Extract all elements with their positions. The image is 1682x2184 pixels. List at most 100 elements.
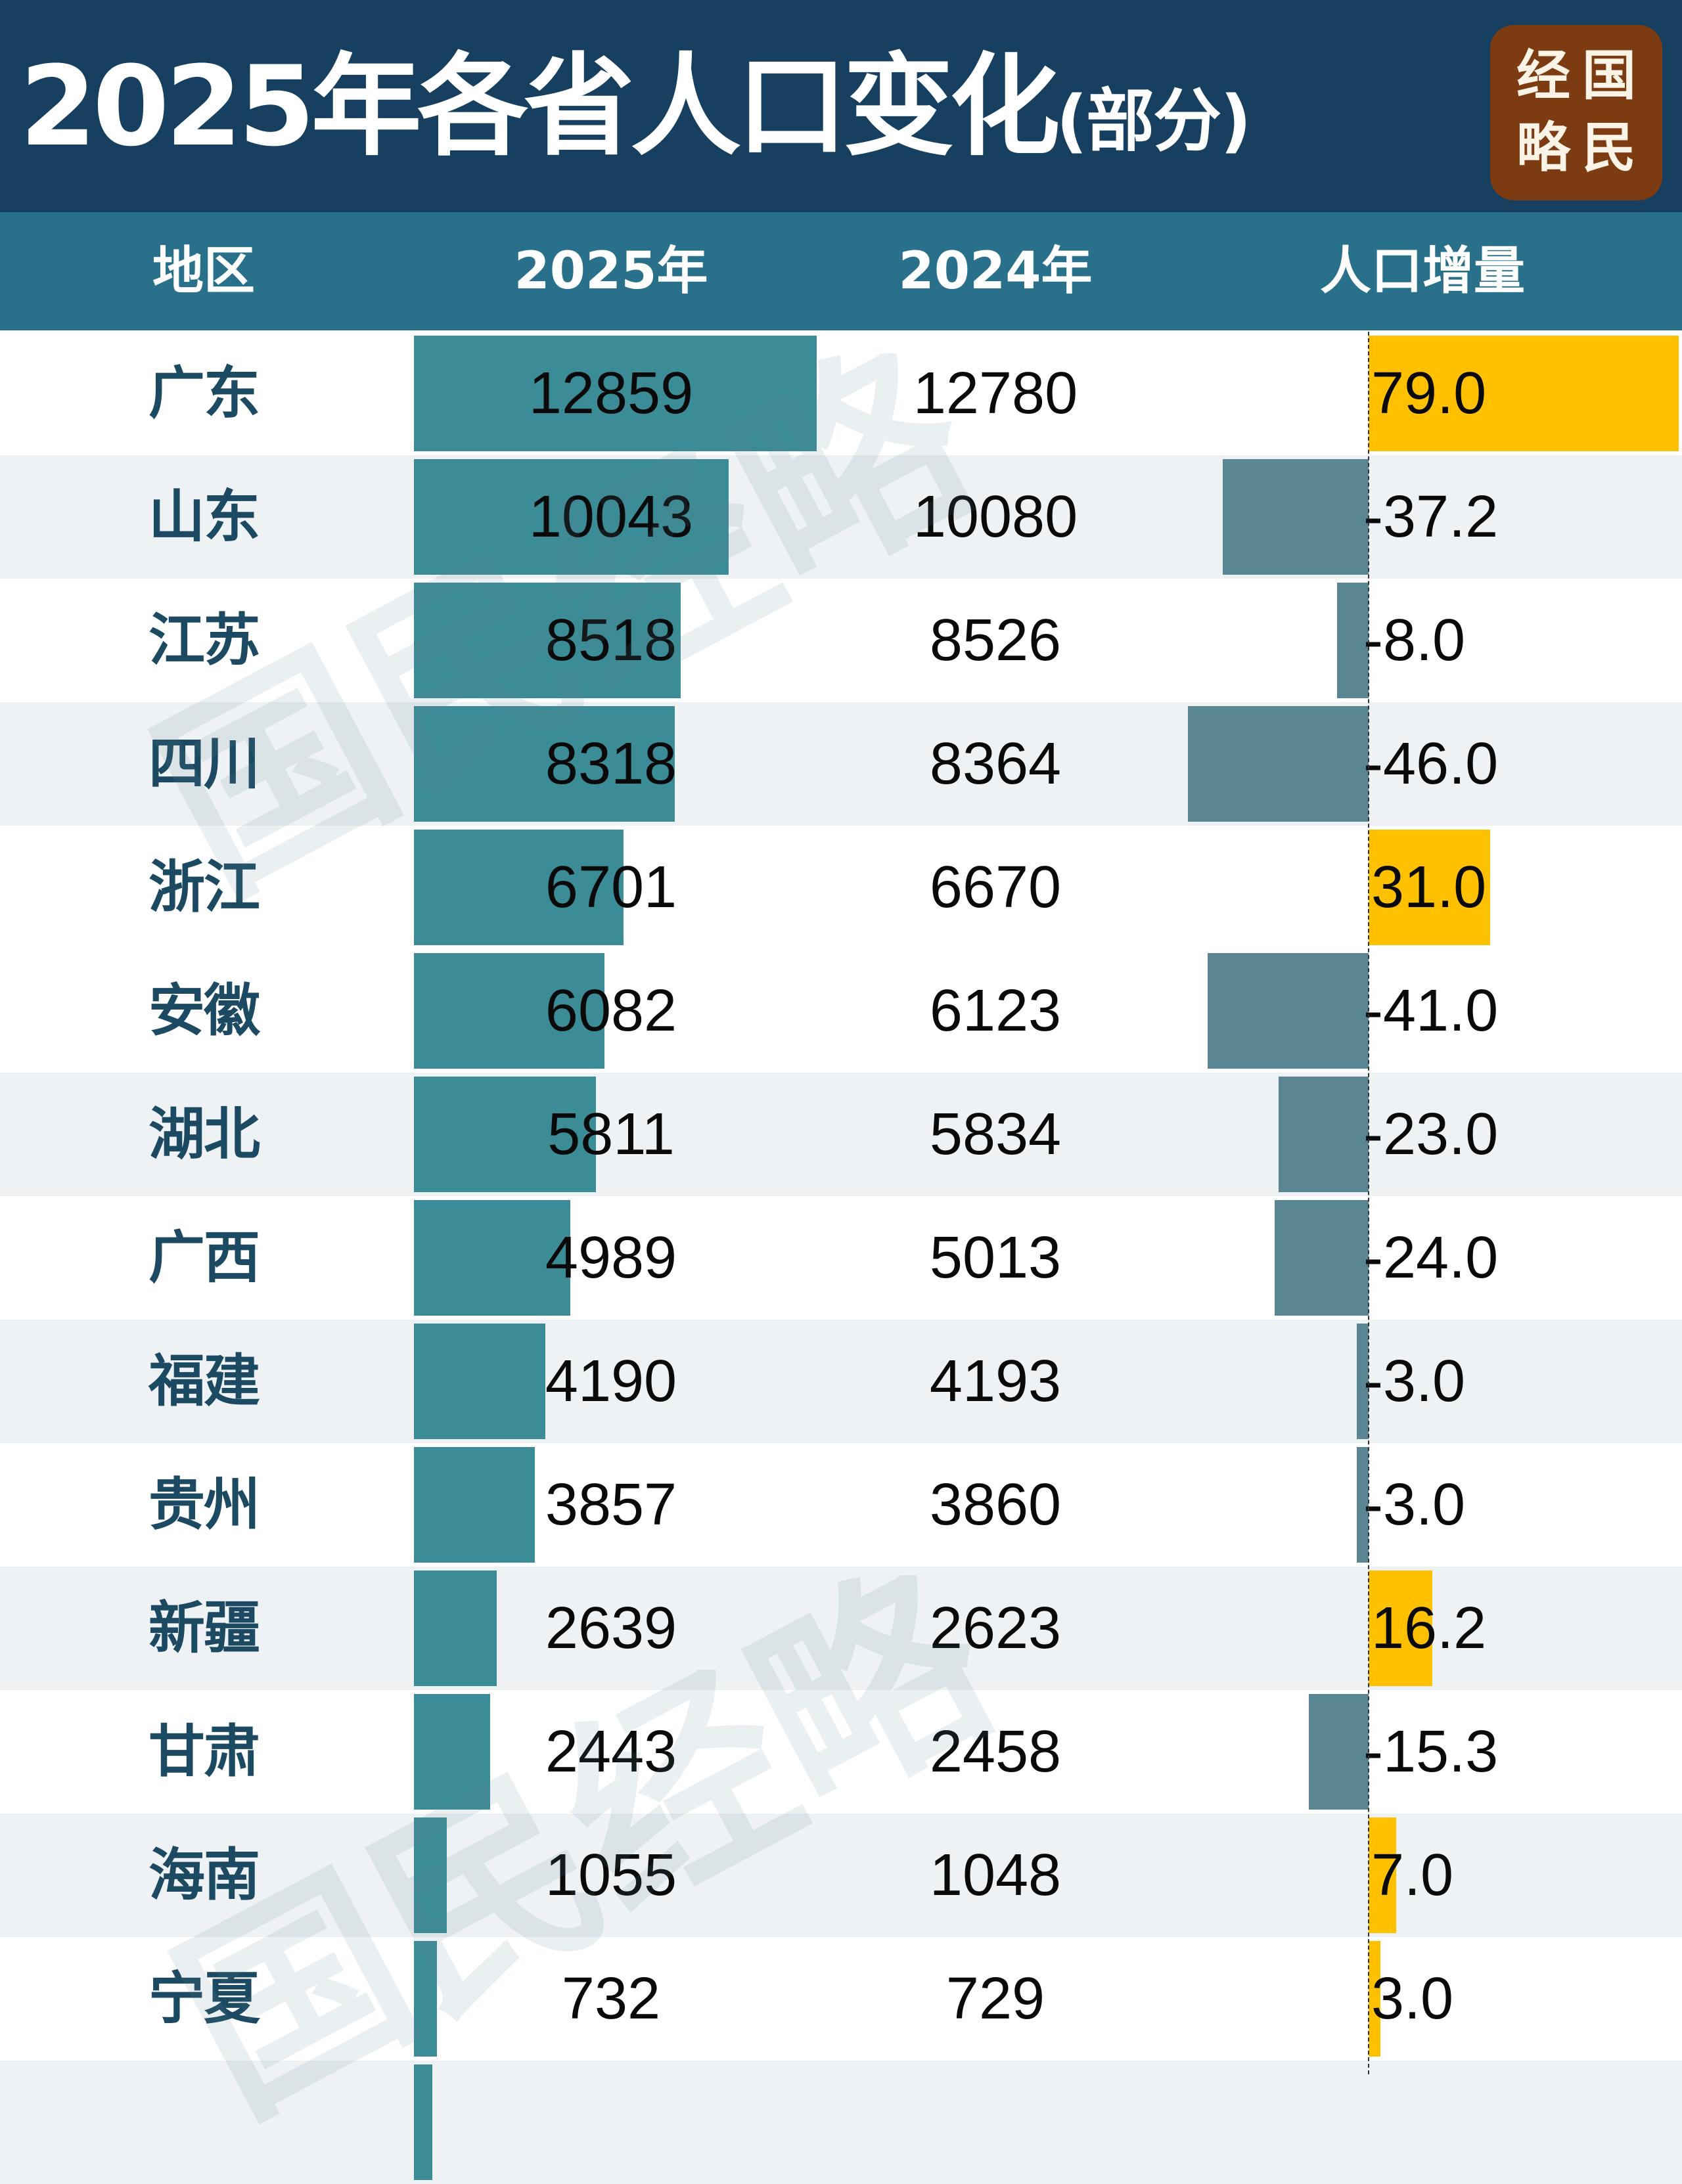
logo-badge: 经 国 略 民	[1490, 25, 1662, 200]
table-row: 福建 4190 4193 -3.0	[0, 1320, 1682, 1443]
change-bar-negative	[1357, 1324, 1369, 1439]
table-row: 山东 10043 10080 -37.2	[0, 455, 1682, 579]
change-bar-negative	[1279, 1077, 1369, 1192]
region-name: 山东	[148, 484, 260, 550]
column-header-2024: 2024年	[898, 242, 1093, 301]
value-2025: 2639	[545, 1595, 677, 1661]
logo-char: 经	[1516, 44, 1571, 107]
value-2025: 6082	[545, 978, 677, 1044]
value-2024: 1048	[929, 1842, 1062, 1908]
change-bar-negative	[1188, 706, 1369, 822]
logo-char: 民	[1582, 116, 1637, 179]
change-bar-negative	[1309, 1694, 1369, 1810]
table-row: 广东 12859 12780 79.0	[0, 332, 1682, 455]
value-2024: 729	[945, 1966, 1045, 2032]
table-row: 新疆 2639 2623 16.2	[0, 1567, 1682, 1690]
change-value: -3.0	[1363, 1472, 1466, 1538]
change-bar-negative	[1357, 1447, 1369, 1563]
change-value: -41.0	[1363, 978, 1499, 1044]
value-2024: 4193	[929, 1348, 1062, 1414]
value-2025: 3857	[545, 1472, 677, 1538]
value-2025: 2443	[545, 1719, 677, 1785]
change-value: 3.0	[1371, 1966, 1454, 2032]
logo-char: 国	[1582, 44, 1637, 107]
change-bar-positive	[1369, 1571, 1432, 1686]
bar-2025	[414, 1817, 447, 1933]
region-name: 甘肃	[148, 1719, 260, 1785]
value-2025: 1055	[545, 1842, 677, 1908]
value-2025: 732	[561, 1966, 661, 2032]
table-row: 江苏 8518 8526 -8.0	[0, 579, 1682, 702]
bar-2025	[414, 336, 817, 451]
value-2025: 5811	[547, 1102, 675, 1167]
value-2024: 8364	[929, 731, 1062, 797]
value-2024: 8526	[929, 608, 1062, 673]
change-value: 31.0	[1371, 855, 1487, 920]
value-2024: 10080	[913, 484, 1078, 550]
change-value: -46.0	[1363, 731, 1499, 797]
title-band: 2025年各省人口变化(部分) 经 国 略 民	[0, 0, 1682, 212]
change-bar-positive	[1369, 336, 1679, 451]
column-header-2025: 2025年	[514, 242, 708, 301]
table-row: 浙江 6701 6670 31.0	[0, 826, 1682, 949]
change-value: -3.0	[1363, 1348, 1466, 1414]
value-2024: 6670	[929, 855, 1062, 920]
region-name: 江苏	[148, 608, 260, 673]
value-2025: 10043	[528, 484, 694, 550]
value-2024: 5834	[929, 1102, 1062, 1167]
column-header-row: 地区 2025年 2024年 人口增量	[0, 212, 1682, 330]
value-2024: 12780	[913, 361, 1078, 426]
table-row: 甘肃 2443 2458 -15.3	[0, 1690, 1682, 1814]
bar-2025	[414, 706, 675, 822]
bar-2025	[414, 1571, 497, 1686]
table-row-partial	[0, 2061, 1682, 2184]
change-bar-positive	[1369, 1817, 1396, 1933]
region-name: 四川	[148, 731, 260, 797]
bar-2025	[414, 1324, 545, 1439]
bar-2025	[414, 1200, 570, 1316]
change-bar-positive	[1369, 1941, 1380, 2057]
bar-2025	[414, 583, 681, 698]
value-2025: 8318	[545, 731, 677, 797]
value-2024: 2458	[929, 1719, 1062, 1785]
region-name: 广东	[148, 361, 260, 426]
bar-2025	[414, 1077, 596, 1192]
change-value: 7.0	[1371, 1842, 1454, 1908]
table-row: 四川 8318 8364 -46.0	[0, 702, 1682, 826]
value-2024: 2623	[929, 1595, 1062, 1661]
bar-2025	[414, 2064, 432, 2180]
bar-2025	[414, 953, 604, 1069]
table-row: 贵州 3857 3860 -3.0	[0, 1443, 1682, 1567]
value-2025: 6701	[545, 855, 677, 920]
value-2024: 5013	[929, 1225, 1062, 1291]
change-value: -8.0	[1363, 608, 1466, 673]
region-name: 福建	[148, 1348, 260, 1414]
change-bar-negative	[1337, 583, 1369, 698]
region-name: 浙江	[148, 855, 260, 920]
bar-2025	[414, 1941, 437, 2057]
bar-2025	[414, 830, 624, 945]
title-main: 2025年各省人口变化	[20, 42, 1060, 171]
page-title: 2025年各省人口变化(部分)	[20, 41, 1252, 187]
table-row: 安徽 6082 6123 -41.0	[0, 949, 1682, 1073]
table-row: 宁夏 732 729 3.0	[0, 1937, 1682, 2061]
region-name: 湖北	[148, 1102, 260, 1167]
change-value: -37.2	[1363, 484, 1499, 550]
value-2025: 12859	[528, 361, 694, 426]
table-row: 广西 4989 5013 -24.0	[0, 1196, 1682, 1320]
region-name: 宁夏	[148, 1966, 260, 2032]
region-name: 安徽	[148, 978, 260, 1044]
value-2025: 4989	[545, 1225, 677, 1291]
bar-2025	[414, 459, 729, 575]
value-2025: 4190	[545, 1348, 677, 1414]
region-name: 新疆	[148, 1595, 260, 1661]
region-name: 海南	[148, 1842, 260, 1908]
change-value: 79.0	[1371, 361, 1487, 426]
table-row: 海南 1055 1048 7.0	[0, 1814, 1682, 1937]
change-value: -15.3	[1363, 1719, 1499, 1785]
value-2024: 6123	[929, 978, 1062, 1044]
table-row: 湖北 5811 5834 -23.0	[0, 1073, 1682, 1196]
column-header-change: 人口增量	[1319, 242, 1525, 301]
bar-2025	[414, 1694, 490, 1810]
zero-axis-line	[1368, 332, 1369, 2074]
